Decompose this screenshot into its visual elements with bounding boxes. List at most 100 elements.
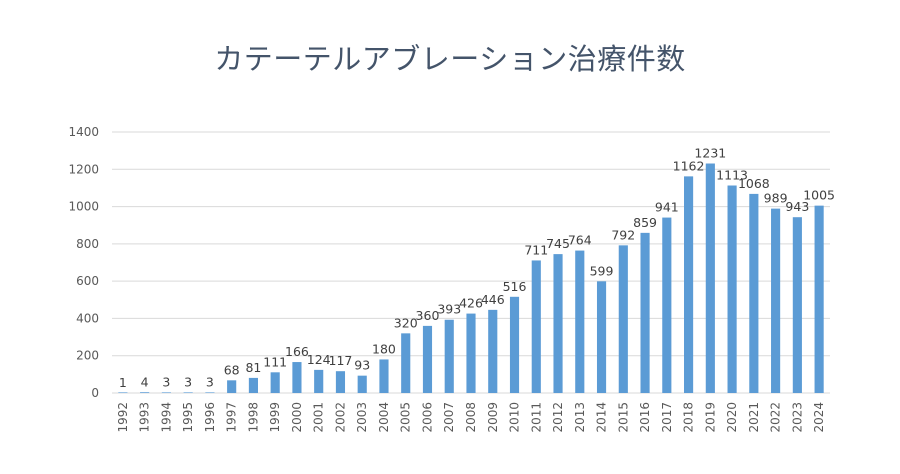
y-tick-label: 600 bbox=[76, 274, 99, 288]
y-tick-label: 800 bbox=[76, 237, 99, 251]
bar-2021 bbox=[749, 193, 759, 393]
x-tick-label: 2023 bbox=[790, 402, 804, 433]
data-label-2016: 859 bbox=[633, 215, 657, 230]
data-label-1995: 3 bbox=[184, 374, 192, 389]
bar-2003 bbox=[357, 375, 367, 393]
data-label-2008: 426 bbox=[459, 296, 483, 311]
x-tick-label: 1992 bbox=[116, 402, 130, 433]
data-label-1996: 3 bbox=[206, 374, 214, 389]
data-label-2019: 1231 bbox=[694, 146, 726, 161]
y-tick-label: 1400 bbox=[68, 125, 99, 139]
x-tick-label: 2009 bbox=[486, 402, 500, 433]
bars bbox=[118, 163, 824, 393]
data-label-2020: 1113 bbox=[716, 168, 748, 183]
x-tick-label: 2000 bbox=[290, 402, 304, 433]
bar-2008 bbox=[466, 313, 476, 393]
bar-1997 bbox=[227, 380, 237, 393]
x-tick-label: 1994 bbox=[159, 402, 173, 433]
bar-2020 bbox=[727, 185, 737, 393]
y-tick-label: 0 bbox=[91, 386, 99, 400]
bar-1994 bbox=[161, 392, 171, 393]
x-tick-label: 2008 bbox=[464, 402, 478, 433]
bar-2011 bbox=[531, 260, 541, 393]
data-label-2017: 941 bbox=[655, 200, 679, 215]
data-label-2004: 180 bbox=[372, 341, 396, 356]
data-label-2023: 943 bbox=[785, 199, 809, 214]
bar-2023 bbox=[792, 217, 802, 393]
bar-1993 bbox=[140, 392, 150, 393]
x-tick-label: 2005 bbox=[399, 402, 413, 433]
bar-1998 bbox=[248, 377, 258, 393]
x-tick-label: 1996 bbox=[203, 402, 217, 433]
bar-1995 bbox=[183, 392, 193, 393]
x-tick-label: 1997 bbox=[225, 402, 239, 433]
y-axis-ticks: 0 200 400 600 800 1000 1200 1400 bbox=[68, 125, 99, 400]
x-tick-label: 2020 bbox=[725, 402, 739, 433]
bar-2012 bbox=[553, 254, 563, 393]
x-tick-label: 2019 bbox=[703, 402, 717, 433]
data-label-2000: 166 bbox=[285, 344, 309, 359]
y-tick-label: 200 bbox=[76, 349, 99, 363]
x-tick-label: 2006 bbox=[420, 402, 434, 433]
data-label-1994: 3 bbox=[162, 374, 170, 389]
data-label-2024: 1005 bbox=[803, 188, 835, 203]
data-label-1997: 68 bbox=[224, 362, 240, 377]
x-tick-label: 2002 bbox=[333, 402, 347, 433]
x-tick-label: 2024 bbox=[812, 402, 826, 433]
data-label-2003: 93 bbox=[354, 358, 370, 373]
bar-2001 bbox=[314, 369, 324, 393]
chart-title: カテーテルアブレーション治療件数 bbox=[214, 42, 686, 76]
x-tick-label: 2014 bbox=[595, 402, 609, 433]
data-label-2014: 599 bbox=[590, 263, 614, 278]
bar-2005 bbox=[401, 333, 411, 393]
bar-2022 bbox=[771, 208, 781, 393]
bar-1999 bbox=[270, 372, 280, 393]
data-label-2021: 1068 bbox=[738, 176, 770, 191]
x-tick-label: 2015 bbox=[616, 402, 630, 433]
data-label-2005: 320 bbox=[394, 315, 418, 330]
data-label-1993: 4 bbox=[141, 374, 149, 389]
data-label-2009: 446 bbox=[481, 292, 505, 307]
bar-2015 bbox=[618, 245, 628, 393]
bar-2017 bbox=[662, 217, 672, 393]
y-tick-label: 400 bbox=[76, 311, 99, 325]
x-tick-label: 2010 bbox=[508, 402, 522, 433]
bar-2013 bbox=[575, 250, 585, 393]
x-tick-label: 2013 bbox=[573, 402, 587, 433]
data-label-2011: 711 bbox=[524, 242, 548, 257]
x-tick-label: 2004 bbox=[377, 402, 391, 433]
bar-2007 bbox=[444, 319, 454, 393]
y-tick-label: 1200 bbox=[68, 162, 99, 176]
data-label-2015: 792 bbox=[611, 227, 635, 242]
bar-2009 bbox=[488, 309, 498, 393]
x-tick-label: 2012 bbox=[551, 402, 565, 433]
x-tick-label: 1995 bbox=[181, 402, 195, 433]
bar-2018 bbox=[684, 176, 694, 393]
bar-1996 bbox=[205, 392, 215, 393]
x-tick-label: 1998 bbox=[246, 402, 260, 433]
data-label-2018: 1162 bbox=[673, 158, 705, 173]
data-label-2012: 745 bbox=[546, 236, 570, 251]
data-label-2006: 360 bbox=[416, 308, 440, 323]
x-tick-label: 2018 bbox=[682, 402, 696, 433]
data-label-2013: 764 bbox=[568, 233, 592, 248]
bar-2024 bbox=[814, 205, 824, 393]
y-tick-label: 1000 bbox=[68, 200, 99, 214]
data-label-2007: 393 bbox=[437, 302, 461, 317]
bar-2000 bbox=[292, 362, 302, 393]
data-label-1992: 1 bbox=[119, 375, 127, 390]
x-tick-label: 1999 bbox=[268, 402, 282, 433]
bar-2010 bbox=[509, 296, 520, 393]
data-label-2001: 124 bbox=[307, 352, 331, 367]
bar-2014 bbox=[596, 281, 607, 393]
bar-2016 bbox=[640, 232, 650, 393]
bar-1992 bbox=[118, 392, 128, 393]
x-tick-label: 2011 bbox=[529, 402, 543, 433]
bar-2004 bbox=[379, 359, 389, 393]
data-label-2002: 117 bbox=[329, 353, 353, 368]
x-tick-label: 2007 bbox=[442, 402, 456, 433]
x-tick-label: 2022 bbox=[769, 402, 783, 433]
